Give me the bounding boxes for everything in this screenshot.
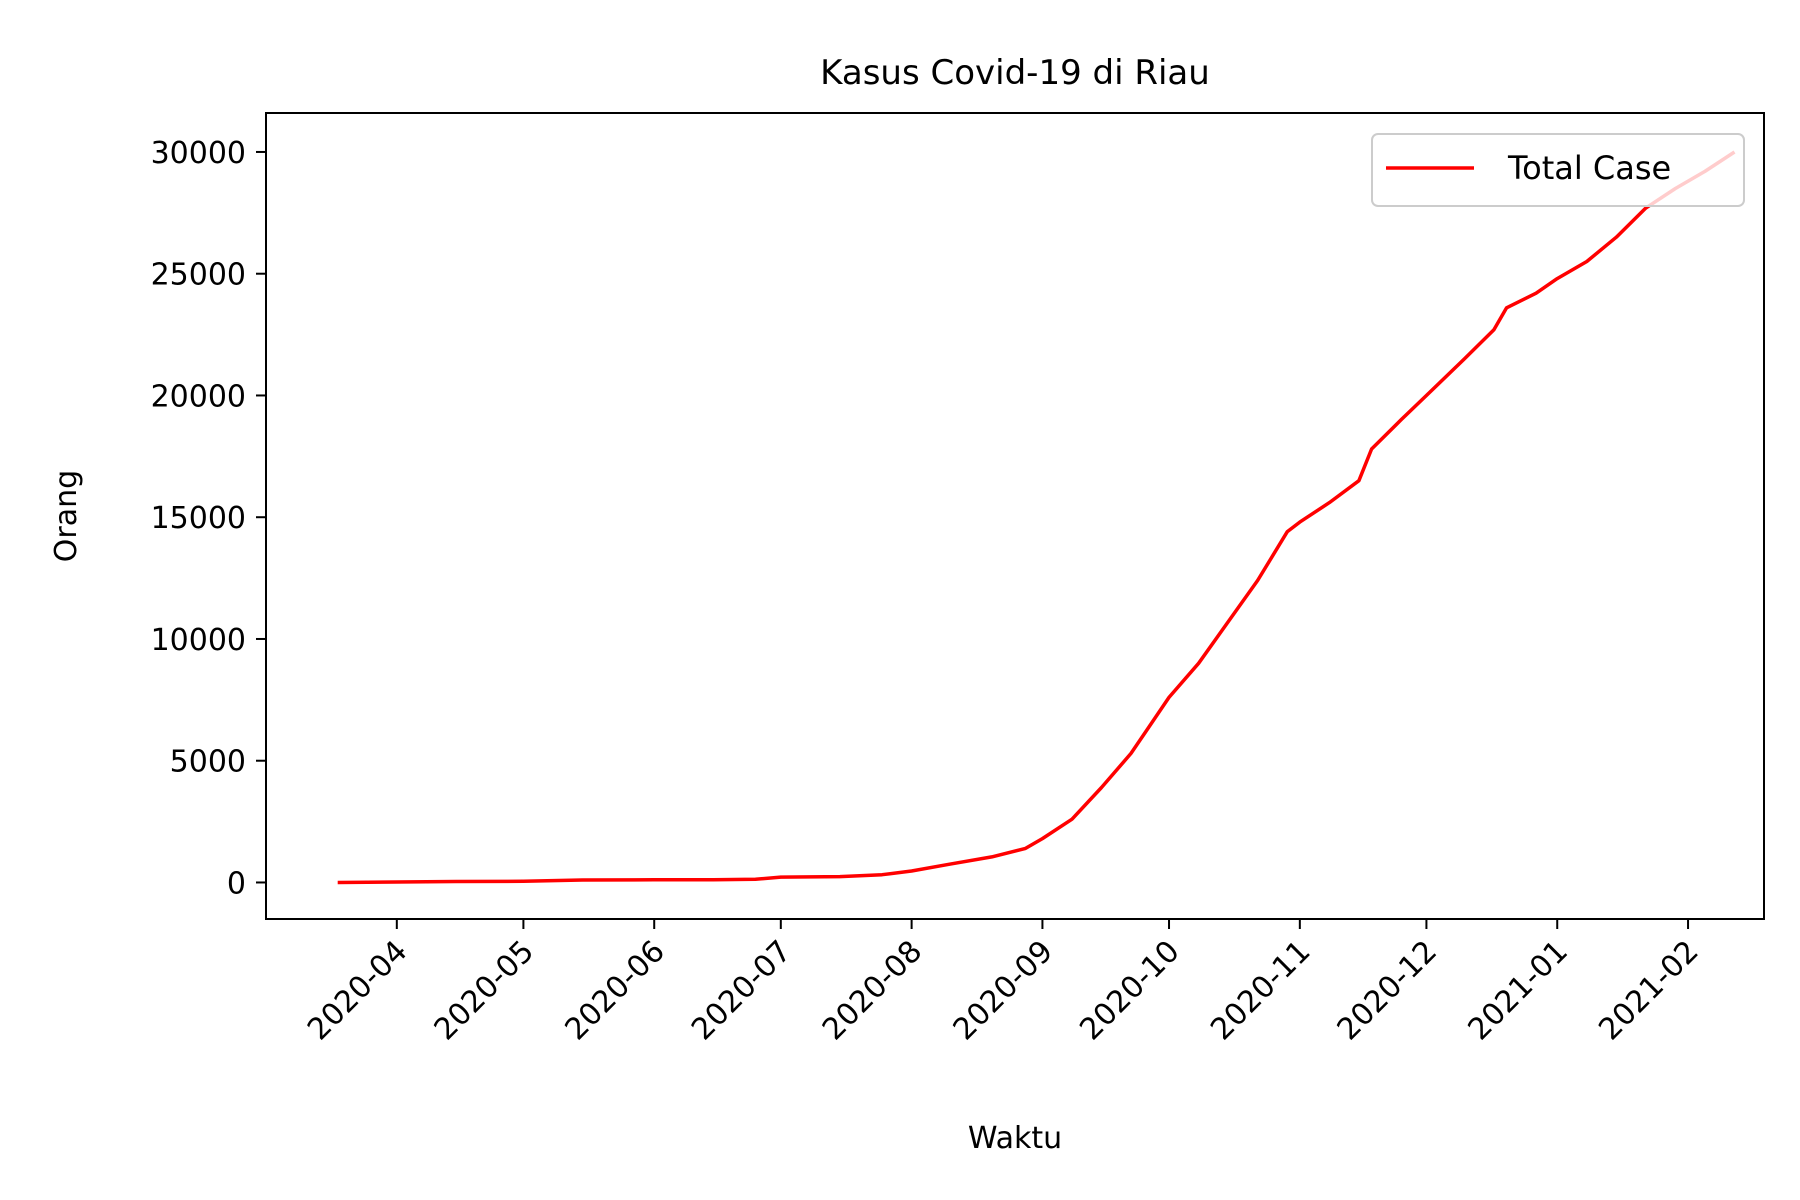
x-tick-label-0: 2020-04 xyxy=(301,934,414,1047)
x-tick-label-2: 2020-06 xyxy=(558,934,671,1047)
x-tick-label-6: 2020-10 xyxy=(1073,934,1186,1047)
x-tick-label-9: 2021-01 xyxy=(1461,934,1574,1047)
x-tick-label-3: 2020-07 xyxy=(685,934,798,1047)
x-tick-label-8: 2020-12 xyxy=(1331,934,1444,1047)
y-tick-label-1: 5000 xyxy=(170,745,246,780)
x-tick-label-7: 2020-11 xyxy=(1204,934,1317,1047)
y-tick-label-6: 30000 xyxy=(151,136,246,171)
y-tick-label-0: 0 xyxy=(227,866,246,901)
legend: Total Case xyxy=(1371,133,1745,207)
x-axis-label: Waktu xyxy=(968,1121,1062,1156)
x-tick-label-10: 2021-02 xyxy=(1592,934,1705,1047)
legend-label-total-case: Total Case xyxy=(1507,149,1671,187)
y-tick-label-5: 25000 xyxy=(151,258,246,293)
x-tick-label-1: 2020-05 xyxy=(428,934,541,1047)
series-line-total-case xyxy=(337,150,1736,885)
series-layer xyxy=(337,150,1736,885)
chart-title: Kasus Covid-19 di Riau xyxy=(820,53,1210,93)
plot-area xyxy=(265,112,1765,920)
x-axis: 2020-04 2020-05 2020-06 2020-07 2020-08 2020-… xyxy=(301,919,1706,1047)
y-tick-label-2: 10000 xyxy=(151,623,246,658)
y-tick-label-3: 15000 xyxy=(151,501,246,536)
y-tick-label-4: 20000 xyxy=(151,379,246,414)
legend-box xyxy=(1371,133,1745,207)
x-tick-label-4: 2020-08 xyxy=(816,934,929,1047)
y-axis-label: Orang xyxy=(49,470,84,562)
x-tick-label-5: 2020-09 xyxy=(947,934,1060,1047)
y-axis: 0 5000 10000 15000 20000 25000 30000 xyxy=(151,136,266,901)
